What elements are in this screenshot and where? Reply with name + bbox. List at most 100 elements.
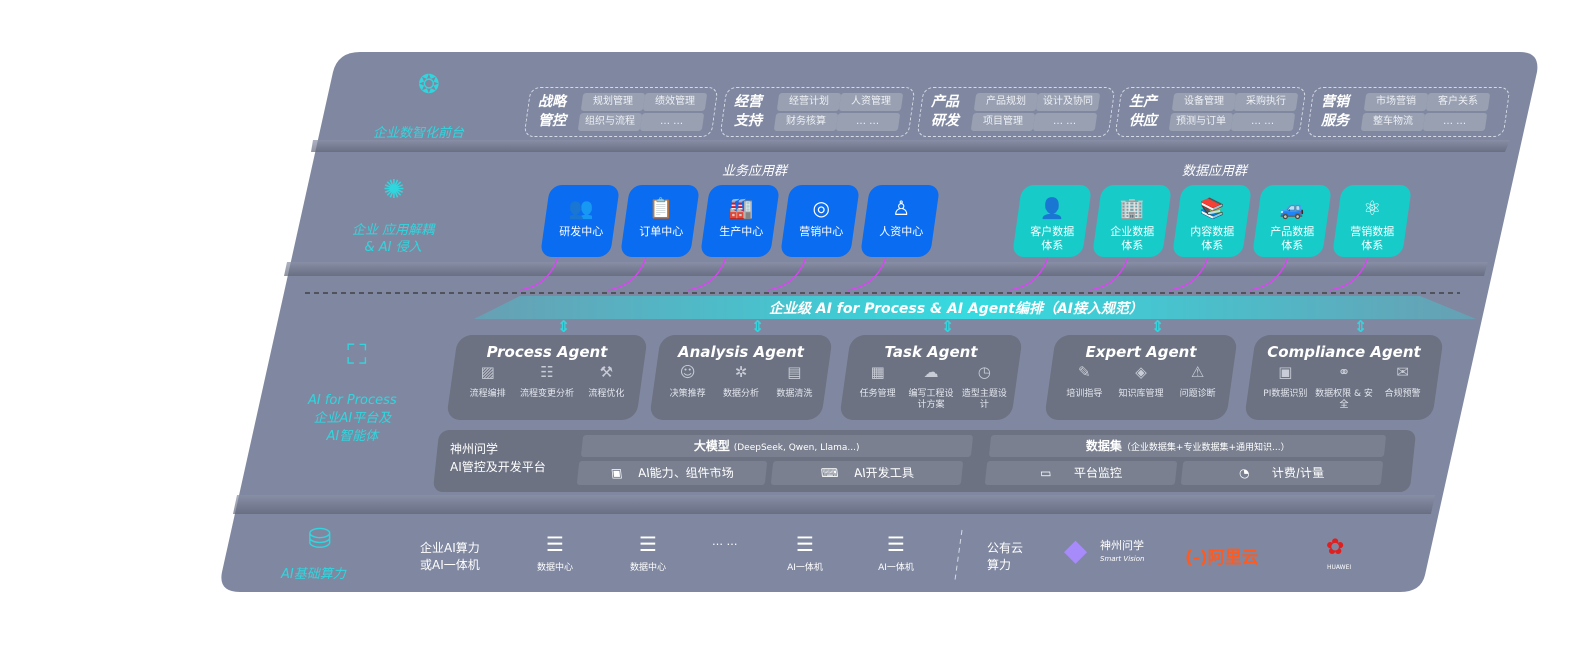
data-apps-title: 数据应用群 [1182,164,1248,179]
capability-icon: ⚒ [599,363,614,381]
agent-card[interactable]: Analysis Agent ☺ 决策推荐 ✲ 数据分析 ▤ 数据清洗 [649,335,833,420]
business-app-tile[interactable]: ♙ 人资中心 [859,185,941,257]
books-icon: 📚 [1199,196,1225,220]
data-app-tile[interactable]: 👤 客户数据 体系 [1011,185,1093,257]
bidirectional-arrow-icon: ⇕ [941,317,955,336]
ai-label: AI for Process 企业AI平台及 AI智能体 [308,393,397,444]
smart-vision-logo-icon: ◆ [1064,533,1088,568]
business-apps-title: 业务应用群 [722,164,788,179]
target-icon: ◎ [812,196,830,220]
frontend-item[interactable]: 整车物流 [1360,113,1426,131]
car-icon: 🚙 [1279,196,1305,220]
agent-card[interactable]: Compliance Agent ▣ PI数据识别 ⚭ 数据权限 & 安全 ✉ 合规预警 [1244,335,1444,420]
agent-capability: ⚭ 数据权限 & 安全 [1315,363,1373,410]
clipboard-icon: 📋 [648,196,674,220]
agent-capability: ▤ 数据清洗 [768,363,821,400]
business-app-tile[interactable]: ◎ 营销中心 [779,185,861,257]
frontend-item[interactable]: 财务核算 [773,113,839,131]
agent-name: Expert Agent [1085,343,1197,361]
database-icon: ⛁ [308,522,332,555]
dev-tools-icon: ⌨ [820,466,839,480]
frontend-item[interactable]: … … [1032,113,1098,131]
group-title: 经营 支持 [734,94,762,129]
agent-capability: ☷ 流程变更分析 [518,363,577,400]
person-icon: ♙ [892,196,911,220]
agent-capability: ▨ 流程编排 [458,363,517,400]
group-title: 产品 研发 [931,94,959,129]
agent-card[interactable]: Task Agent ▦ 任务管理 ☁ 编写工程设计方案 ◷ 造型主题设计 [839,335,1023,420]
business-app-tile[interactable]: 🏭 生产中心 [699,185,781,257]
capability-icon: ◷ [977,363,991,381]
agent-capability: ⚠ 问题诊断 [1170,363,1226,400]
smart-vision-logo: 神州问学 Smart Vision [1100,539,1145,564]
frontend-item[interactable]: 采购执行 [1233,93,1299,111]
agent-capability: ▣ PI数据识别 [1256,363,1314,411]
capability-icon: ☺ [679,363,696,381]
frontend-item[interactable]: … … [835,113,901,131]
frontend-item[interactable]: 经营计划 [776,93,842,111]
frontend-item[interactable]: 项目管理 [970,113,1036,131]
agent-card[interactable]: Expert Agent ✎ 培训指导 ◈ 知识库管理 ⚠ 问题诊断 [1044,335,1238,420]
group-title: 战略 管控 [538,94,566,129]
data-app-tile[interactable]: 🏢 企业数据 体系 [1091,185,1173,257]
server-icon: ☰ [887,532,905,556]
server-ai-box-1: ☰ AI一体机 [775,532,835,573]
server-ai-box-2: ☰ AI一体机 [866,532,926,573]
agent-card[interactable]: Process Agent ▨ 流程编排 ☷ 流程变更分析 ⚒ 流程优化 [446,335,648,420]
bidirectional-arrow-icon: ⇕ [557,317,571,336]
agent-capability: ⚒ 流程优化 [577,363,636,400]
face-scan-icon: ⛶ [347,338,367,371]
data-app-tile[interactable]: 🚙 产品数据 体系 [1251,185,1333,257]
apps-label: 企业 应用解耦 & AI 侵入 [352,223,435,255]
data-app-tile[interactable]: ⚛ 营销数据 体系 [1331,185,1413,257]
agent-capability: ▦ 任务管理 [851,363,904,411]
capability-icon: ▣ [1278,363,1293,381]
team-icon: 👥 [568,196,594,220]
agent-capability: ◷ 造型主题设计 [958,363,1011,411]
data-app-tile[interactable]: 📚 内容数据 体系 [1171,185,1253,257]
model-cell[interactable]: 大模型 (DeepSeek, Qwen, Llama...) [580,435,974,457]
capability-icon: ◈ [1135,363,1147,381]
agent-capability: ☺ 决策推荐 [661,363,714,400]
gauge-icon: ◔ [1238,466,1251,480]
brain-icon: ❂ [418,70,440,100]
dev-tools-cell[interactable]: ⌨ AI开发工具 [770,461,964,485]
frontend-item[interactable]: 设备管理 [1171,93,1237,111]
frontend-item[interactable]: 人资管理 [838,93,904,111]
frontend-item[interactable]: 产品规划 [973,93,1039,111]
market-icon: ▣ [610,466,623,480]
frontend-item[interactable]: … … [1230,113,1296,131]
frontend-item[interactable]: 市场营销 [1363,93,1429,111]
agent-name: Task Agent [884,343,978,361]
frontend-item[interactable]: … … [1422,113,1488,131]
server-icon: ☰ [546,532,564,556]
frontend-item[interactable]: 绩效管理 [642,93,708,111]
capability-icon: ✉ [1396,363,1409,381]
capability-icon: ▦ [870,363,885,381]
platform-title: 神州问学 AI管控及开发平台 [450,442,546,474]
capability-icon: ☷ [540,363,554,381]
frontend-item[interactable]: … … [639,113,705,131]
server-icon: ☰ [796,532,814,556]
component-market-cell[interactable]: ▣ AI能力、组件市场 [576,461,768,485]
monitoring-cell[interactable]: ▭ 平台监控 [984,461,1178,485]
billing-cell[interactable]: ◔ 计费/计量 [1180,461,1384,485]
group-title: 营销 服务 [1321,94,1349,129]
frontend-item[interactable]: 组织与流程 [577,113,643,131]
capability-icon: ▨ [480,363,495,381]
frontend-item[interactable]: 客户关系 [1425,93,1491,111]
business-app-tile[interactable]: 👥 研发中心 [539,185,621,257]
bidirectional-arrow-icon: ⇕ [1354,317,1368,336]
business-app-tile[interactable]: 📋 订单中心 [619,185,701,257]
frontend-item[interactable]: 预测与订单 [1168,113,1234,131]
frontend-item[interactable]: 设计及协同 [1035,93,1101,111]
user-icon: 👤 [1039,196,1065,220]
aliyun-logo: (-)阿里云 [1185,548,1259,568]
frontend-item[interactable]: 规划管理 [580,93,646,111]
dataset-cell[interactable]: 数据集（企业数据集+专业数据集+通用知识...） [988,435,1387,457]
capability-icon: ☁ [923,363,939,381]
orchestration-banner: 企业级 AI for Process & AI Agent编排（AI接入规范） [768,301,1144,317]
bidirectional-arrow-icon: ⇕ [751,317,765,336]
agent-capability: ◈ 知识库管理 [1113,363,1169,400]
building-icon: 🏢 [1119,196,1145,220]
